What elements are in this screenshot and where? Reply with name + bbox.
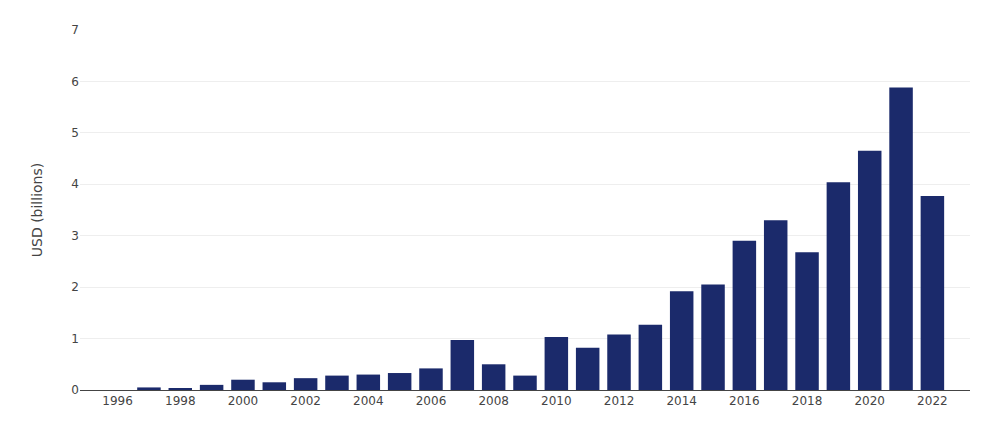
svg-text:2010: 2010 [541, 394, 572, 408]
svg-text:2: 2 [71, 280, 79, 294]
svg-text:3: 3 [71, 229, 79, 243]
svg-text:2020: 2020 [854, 394, 885, 408]
svg-text:2002: 2002 [290, 394, 321, 408]
svg-text:2006: 2006 [416, 394, 447, 408]
svg-text:1: 1 [71, 332, 79, 346]
svg-text:2016: 2016 [729, 394, 760, 408]
svg-text:2004: 2004 [353, 394, 384, 408]
svg-text:2000: 2000 [228, 394, 259, 408]
svg-text:USD (billions): USD (billions) [29, 163, 45, 257]
svg-text:5: 5 [71, 126, 79, 140]
svg-text:2018: 2018 [792, 394, 823, 408]
svg-text:1996: 1996 [102, 394, 133, 408]
svg-text:2022: 2022 [917, 394, 948, 408]
svg-text:2014: 2014 [666, 394, 697, 408]
svg-text:2012: 2012 [604, 394, 635, 408]
svg-text:1998: 1998 [165, 394, 196, 408]
svg-text:6: 6 [71, 75, 79, 89]
svg-text:4: 4 [71, 177, 79, 191]
svg-text:7: 7 [71, 23, 79, 37]
svg-text:2008: 2008 [478, 394, 509, 408]
svg-text:0: 0 [71, 383, 79, 397]
